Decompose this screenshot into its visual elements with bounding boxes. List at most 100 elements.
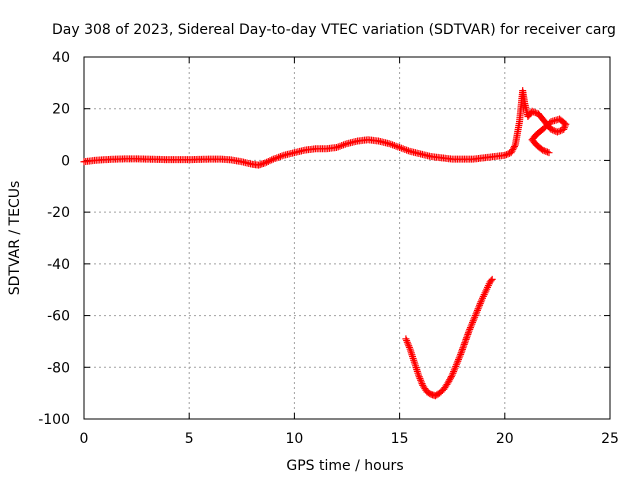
data-point xyxy=(545,149,553,157)
data-point xyxy=(453,359,461,367)
y-tick-label: 20 xyxy=(52,102,70,118)
data-point xyxy=(470,315,478,323)
data-point xyxy=(530,108,538,116)
data-point xyxy=(507,149,515,157)
data-point xyxy=(409,353,417,361)
data-point xyxy=(261,159,269,167)
data-point xyxy=(473,308,481,316)
data-point xyxy=(458,347,466,355)
data-point xyxy=(412,364,420,372)
data-point xyxy=(452,361,460,369)
data-point xyxy=(404,340,412,348)
y-tick-label: -100 xyxy=(38,412,70,428)
data-point xyxy=(446,376,454,384)
y-tick-label: -40 xyxy=(47,257,70,273)
data-point xyxy=(268,156,276,164)
data-point xyxy=(487,277,495,285)
data-point xyxy=(475,303,483,311)
data-point xyxy=(465,327,473,335)
grid-lines xyxy=(84,57,610,419)
data-point xyxy=(454,357,462,365)
data-point xyxy=(448,371,456,379)
data-point xyxy=(447,374,455,382)
data-point xyxy=(459,344,467,352)
data-point xyxy=(263,158,271,166)
x-tick-label: 10 xyxy=(285,431,303,447)
data-point xyxy=(557,127,565,135)
data-point xyxy=(464,329,472,337)
data-point xyxy=(450,366,458,374)
data-point xyxy=(502,151,510,159)
data-point xyxy=(447,373,455,381)
data-point xyxy=(477,298,485,306)
data-point xyxy=(510,142,518,150)
data-point xyxy=(416,374,424,382)
data-point xyxy=(461,339,469,347)
data-point xyxy=(417,378,425,386)
data-point xyxy=(466,324,474,332)
data-point xyxy=(417,376,425,384)
data-point xyxy=(508,147,516,155)
data-point xyxy=(403,337,411,345)
data-point xyxy=(466,325,474,333)
data-point xyxy=(264,157,272,165)
data-point xyxy=(501,151,509,159)
data-point xyxy=(476,301,484,309)
data-point xyxy=(469,317,477,325)
data-point xyxy=(471,313,479,321)
data-point xyxy=(449,369,457,377)
y-axis-tick-labels: -100 -80 -60 -40 -20 0 20 40 xyxy=(38,50,70,428)
x-tick-label: 15 xyxy=(391,431,409,447)
data-point xyxy=(403,338,411,346)
data-point xyxy=(266,157,274,165)
data-point xyxy=(469,318,477,326)
data-point xyxy=(463,332,471,340)
y-tick-label: -80 xyxy=(47,360,70,376)
data-point xyxy=(445,377,453,385)
data-point xyxy=(560,125,568,133)
y-tick-label: 0 xyxy=(61,153,70,169)
data-point xyxy=(415,371,423,379)
data-point xyxy=(539,146,547,154)
data-point xyxy=(409,354,417,362)
data-point xyxy=(456,352,464,360)
x-tick-label: 25 xyxy=(601,431,619,447)
data-point xyxy=(460,340,468,348)
data-point xyxy=(543,148,551,156)
data-point xyxy=(463,334,471,342)
chart-title: Day 308 of 2023, Sidereal Day-to-day VTE… xyxy=(52,22,616,38)
data-point xyxy=(473,306,481,314)
data-point xyxy=(509,146,517,154)
data-point xyxy=(550,127,558,135)
data-point xyxy=(455,356,463,364)
data-point xyxy=(405,343,413,351)
y-axis-label: SDTVAR / TECUs xyxy=(7,181,23,296)
series-lower-arc xyxy=(402,275,496,400)
data-point xyxy=(412,362,420,370)
data-point xyxy=(471,312,479,320)
data-point xyxy=(467,322,475,330)
y-tick-label: -60 xyxy=(47,309,70,325)
data-point xyxy=(464,330,472,338)
data-point xyxy=(452,362,460,370)
data-point xyxy=(510,144,518,152)
data-point xyxy=(549,126,557,134)
y-tick-label: 40 xyxy=(52,50,70,66)
data-point xyxy=(444,379,452,387)
data-point xyxy=(488,275,496,283)
data-point xyxy=(504,150,512,158)
data-point xyxy=(450,368,458,376)
y-tick-label: -20 xyxy=(47,205,70,221)
data-point xyxy=(410,356,418,364)
x-tick-label: 5 xyxy=(185,431,194,447)
data-point xyxy=(408,351,416,359)
data-point xyxy=(542,147,550,155)
data-point xyxy=(540,147,548,155)
data-point xyxy=(455,354,463,362)
data-point xyxy=(410,358,418,366)
data-point xyxy=(457,350,465,358)
data-point xyxy=(451,364,459,372)
plot-frame xyxy=(83,56,611,420)
data-point xyxy=(472,310,480,318)
